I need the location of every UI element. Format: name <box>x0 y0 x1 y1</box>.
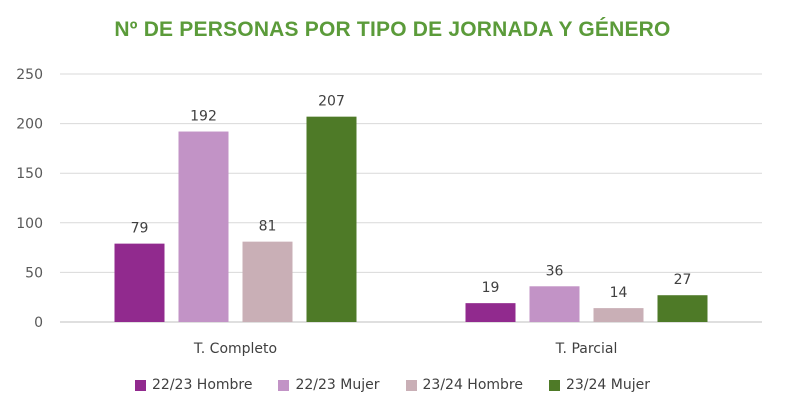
bar-chart: 0 50 100 150 200 250 79 192 81 207 19 36 14 27 T. Co… <box>16 67 762 357</box>
data-label: 79 <box>131 221 149 237</box>
chart-title: Nº DE PERSONAS POR TIPO DE JORNADA Y GÉN… <box>114 18 671 41</box>
data-label: 19 <box>482 280 500 296</box>
data-label: 14 <box>610 285 628 301</box>
x-category-label: T. Completo <box>193 341 277 357</box>
data-label: 207 <box>318 94 345 110</box>
x-category-label: T. Parcial <box>555 341 618 357</box>
y-tick-label: 200 <box>16 117 43 133</box>
bar <box>529 286 580 322</box>
bar <box>657 295 708 322</box>
y-tick-label: 100 <box>16 216 43 232</box>
bar <box>593 308 644 322</box>
bar <box>114 243 165 322</box>
legend-item: 22/23 Hombre <box>135 377 252 393</box>
bar <box>178 131 229 322</box>
bar <box>465 303 516 322</box>
legend-swatch <box>405 379 417 391</box>
legend-label: 23/24 Mujer <box>565 377 650 393</box>
legend-item: 22/23 Mujer <box>278 377 380 393</box>
legend-label: 22/23 Hombre <box>152 377 253 393</box>
legend-item: 23/24 Hombre <box>405 377 523 393</box>
legend-swatch <box>278 379 290 391</box>
gridlines <box>60 73 762 323</box>
bar <box>242 241 293 322</box>
legend-swatch <box>548 379 560 391</box>
y-axis-ticks: 0 50 100 150 200 250 <box>16 67 43 331</box>
data-labels: 79 192 81 207 19 36 14 27 <box>131 94 692 301</box>
legend-label: 23/24 Hombre <box>422 377 523 393</box>
x-axis-categories: T. Completo T. Parcial <box>193 341 617 357</box>
legend-swatch <box>135 379 146 391</box>
y-tick-label: 50 <box>25 265 43 281</box>
bar <box>306 116 357 322</box>
data-label: 36 <box>546 263 564 279</box>
legend-item: 23/24 Mujer <box>548 377 650 393</box>
y-tick-label: 150 <box>16 166 43 182</box>
y-tick-label: 250 <box>16 67 43 83</box>
legend-label: 22/23 Mujer <box>295 377 380 393</box>
data-label: 27 <box>674 272 692 288</box>
y-tick-label: 0 <box>34 315 43 331</box>
data-label: 81 <box>259 219 277 235</box>
data-label: 192 <box>190 109 217 125</box>
legend: 22/23 Hombre 22/23 Mujer 23/24 Hombre 23/24… <box>0 377 785 393</box>
bars <box>114 116 708 322</box>
